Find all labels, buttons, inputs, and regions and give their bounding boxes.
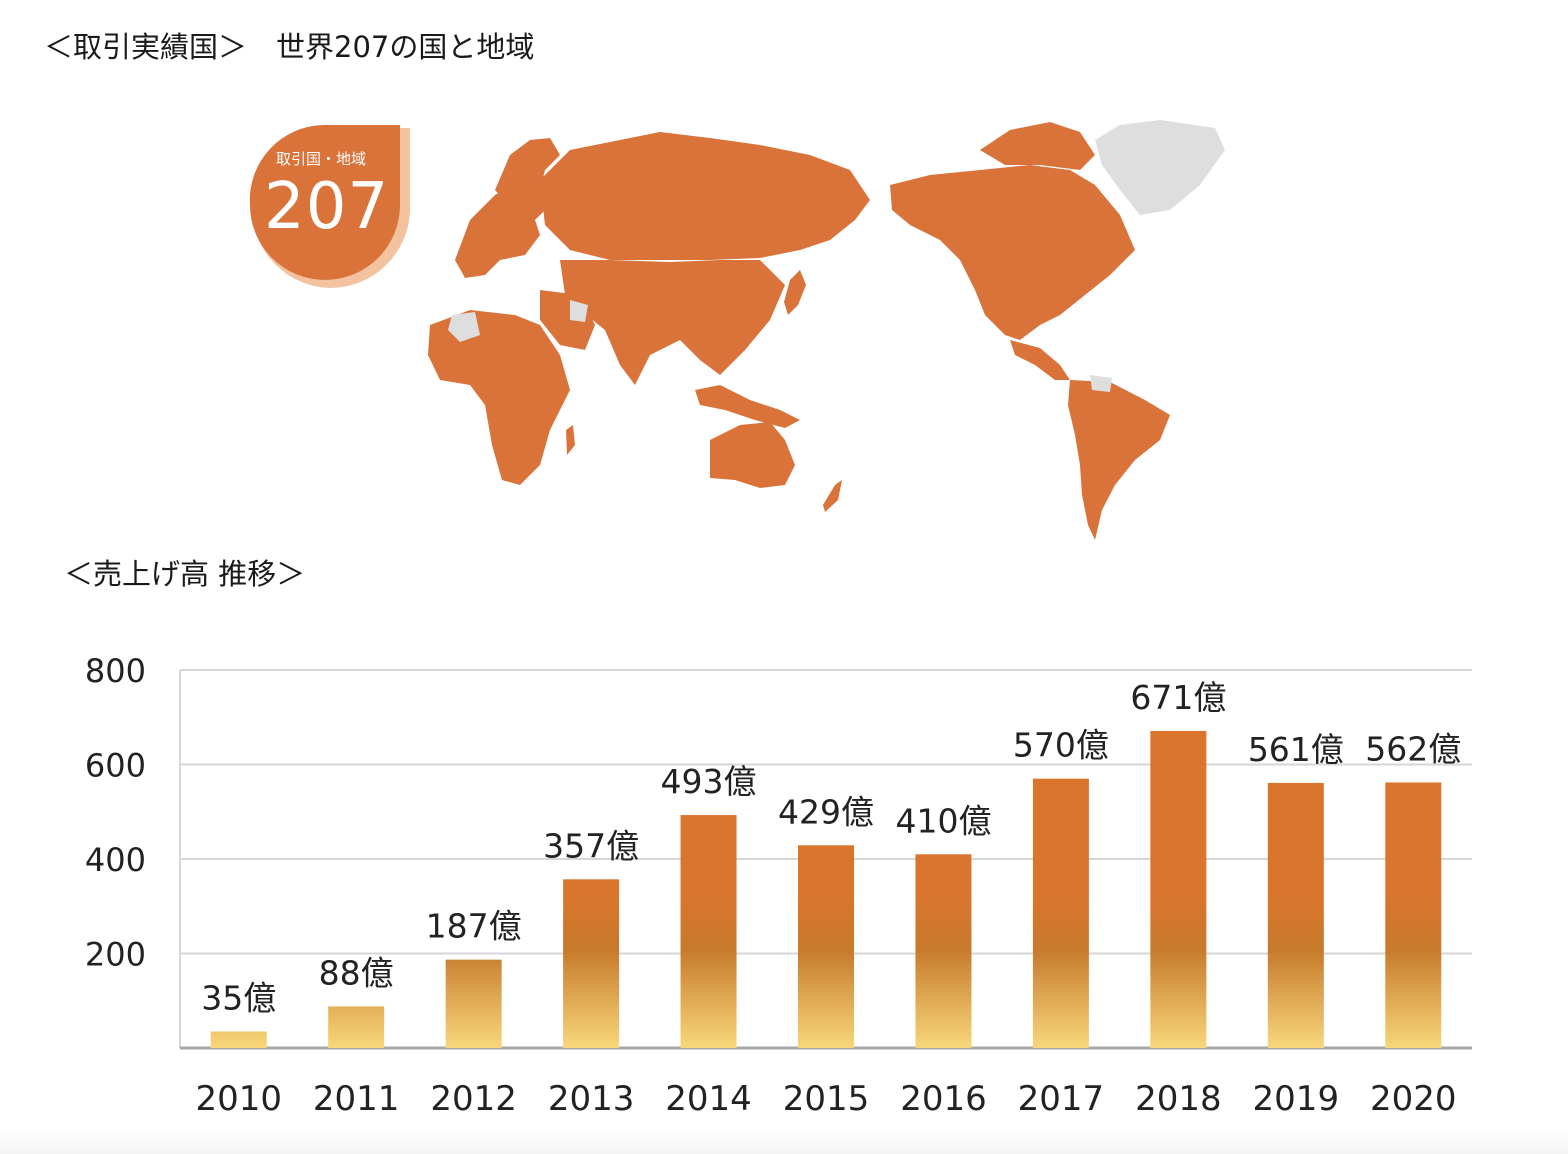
map-greenland	[1095, 120, 1225, 215]
map-canada-arctic	[980, 122, 1095, 170]
x-tick-label-2015: 2015	[783, 1079, 870, 1119]
x-tick-label-2016: 2016	[900, 1079, 987, 1119]
bar-2010	[210, 1031, 267, 1048]
tick-labels: 200 400 600 800 2010 2011 2012 2013 2014 2015 2016…	[85, 652, 1457, 1119]
x-tick-label-2011: 2011	[313, 1079, 400, 1119]
data-label-2016: 410億	[895, 801, 991, 840]
data-label-2013: 357億	[543, 826, 639, 865]
map-section-title: ＜取引実績国＞ 世界207の国と地域	[44, 30, 535, 64]
bar-2013	[563, 879, 620, 1048]
map-sea-islands	[695, 385, 800, 428]
x-tick-label-2018: 2018	[1135, 1079, 1222, 1119]
y-tick-label: 600	[85, 747, 146, 785]
bottom-fade	[0, 1128, 1568, 1154]
map-scandinavia	[495, 138, 560, 205]
bar-2012	[445, 959, 502, 1048]
map-new-zealand	[823, 480, 842, 512]
x-tick-label-2020: 2020	[1370, 1079, 1457, 1119]
y-tick-label: 400	[85, 841, 146, 879]
bar-2015	[798, 845, 854, 1048]
map-asia	[560, 260, 785, 385]
bar-2018	[1150, 730, 1207, 1048]
data-label-2010: 35億	[201, 978, 276, 1017]
badge-shape	[249, 124, 400, 280]
map-middle-east-gray	[570, 300, 588, 322]
bar-2014	[680, 815, 737, 1048]
data-label-2020: 562億	[1365, 729, 1461, 768]
badge-value: 207	[264, 170, 390, 244]
bars	[210, 730, 1442, 1048]
bar-2019	[1267, 782, 1324, 1048]
map-africa	[428, 310, 570, 485]
map-europe	[455, 180, 550, 278]
sales-section-title: ＜売上げ高 推移＞	[64, 557, 306, 591]
data-label-2019: 561億	[1248, 730, 1344, 769]
bar-2016	[915, 854, 972, 1048]
x-tick-label-2014: 2014	[665, 1079, 752, 1119]
data-label-2012: 187億	[426, 907, 522, 946]
badge-label: 取引国・地域	[276, 150, 367, 168]
bar-2011	[328, 1006, 385, 1048]
map-australia	[710, 422, 795, 488]
bar-2020	[1385, 782, 1442, 1048]
data-label-2017: 570億	[1013, 726, 1109, 765]
data-label-2018: 671億	[1130, 678, 1226, 717]
y-tick-label: 800	[85, 652, 146, 690]
map-south-america-gray	[1090, 375, 1112, 392]
bar-2017	[1032, 778, 1089, 1048]
map-central-america	[1010, 340, 1070, 380]
x-tick-label-2019: 2019	[1253, 1079, 1340, 1119]
data-labels: 35億 88億 187億 357億 493億 429億 410億 570億 671億 561億 56…	[201, 678, 1461, 1018]
map-madagascar	[566, 425, 575, 455]
x-tick-label-2013: 2013	[548, 1079, 635, 1119]
map-north-america	[890, 165, 1135, 340]
x-tick-label-2010: 2010	[195, 1079, 282, 1119]
world-map-landmasses	[428, 120, 1225, 540]
x-tick-label-2012: 2012	[430, 1079, 517, 1119]
sales-bar-chart: 35億 88億 187億 357億 493億 429億 410億 570億 671億 561億 56…	[85, 652, 1472, 1119]
world-map	[249, 120, 1225, 540]
map-africa-gray	[448, 312, 480, 342]
map-russia	[540, 132, 870, 260]
y-tick-label: 200	[85, 936, 146, 974]
map-japan	[784, 270, 806, 315]
country-count-badge	[249, 124, 410, 288]
map-south-america	[1068, 380, 1170, 540]
data-label-2014: 493億	[661, 762, 757, 801]
x-tick-label-2017: 2017	[1018, 1079, 1105, 1119]
data-label-2011: 88億	[319, 953, 394, 992]
data-label-2015: 429億	[778, 792, 874, 831]
